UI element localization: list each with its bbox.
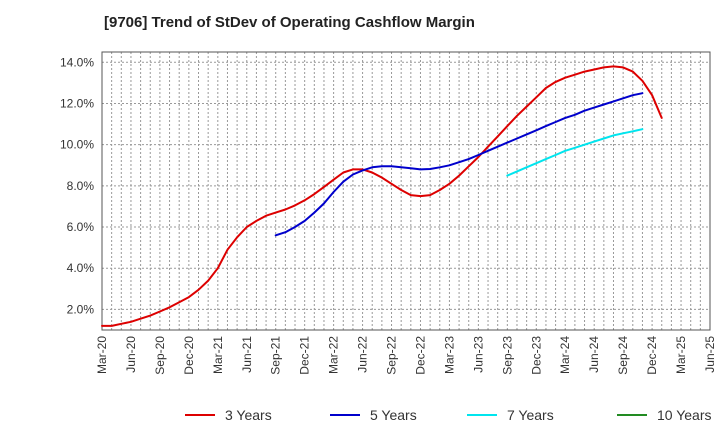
- x-tick-label: Sep-23: [500, 336, 514, 375]
- series-line-7-years: [506, 128, 644, 177]
- x-tick-label: Jun-23: [471, 336, 485, 373]
- x-tick-label: Jun-25: [703, 336, 717, 373]
- plot-area-border: [101, 51, 711, 331]
- x-tick-label: Jun-24: [587, 336, 601, 373]
- x-tick-label: Sep-20: [153, 336, 167, 375]
- legend: 3 Years 5 Years 7 Years 10 Years: [185, 407, 712, 423]
- y-axis-ticks: 2.0% 4.0% 6.0% 8.0% 10.0% 12.0% 14.0%: [60, 55, 94, 316]
- series-lines: [101, 65, 663, 327]
- x-tick-label: Jun-22: [356, 336, 370, 373]
- series-line-3-years: [101, 65, 663, 327]
- x-tick-label: Mar-24: [558, 336, 572, 374]
- x-tick-label: Dec-22: [413, 336, 427, 375]
- y-tick-label: 4.0%: [67, 261, 95, 275]
- gridlines: [102, 52, 710, 330]
- x-tick-label: Dec-23: [529, 336, 543, 375]
- legend-label-10-years: 10 Years: [657, 407, 712, 423]
- x-tick-label: Mar-23: [442, 336, 456, 374]
- x-tick-label: Mar-25: [674, 336, 688, 374]
- x-tick-label: Dec-21: [298, 336, 312, 375]
- legend-label-5-years: 5 Years: [370, 407, 417, 423]
- legend-label-7-years: 7 Years: [507, 407, 554, 423]
- y-tick-label: 2.0%: [67, 302, 95, 316]
- x-tick-label: Jun-21: [240, 336, 254, 373]
- y-tick-label: 14.0%: [60, 55, 94, 69]
- y-tick-label: 6.0%: [67, 220, 95, 234]
- legend-label-3-years: 3 Years: [225, 407, 272, 423]
- x-tick-label: Sep-24: [616, 336, 630, 375]
- x-tick-label: Mar-20: [95, 336, 109, 374]
- y-tick-label: 12.0%: [60, 96, 94, 110]
- x-tick-label: Mar-21: [211, 336, 225, 374]
- y-tick-label: 10.0%: [60, 138, 94, 152]
- x-axis-ticks: Mar-20 Jun-20 Sep-20 Dec-20 Mar-21 Jun-21 Sep-…: [95, 336, 717, 375]
- x-tick-label: Sep-21: [269, 336, 283, 375]
- x-tick-label: Mar-22: [327, 336, 341, 374]
- x-tick-label: Jun-20: [124, 336, 138, 373]
- x-tick-label: Dec-24: [645, 336, 659, 375]
- x-tick-label: Dec-20: [182, 336, 196, 375]
- x-tick-label: Sep-22: [385, 336, 399, 375]
- series-line-5-years: [274, 92, 644, 237]
- chart-title: [9706] Trend of StDev of Operating Cashf…: [104, 14, 475, 31]
- y-tick-label: 8.0%: [67, 179, 95, 193]
